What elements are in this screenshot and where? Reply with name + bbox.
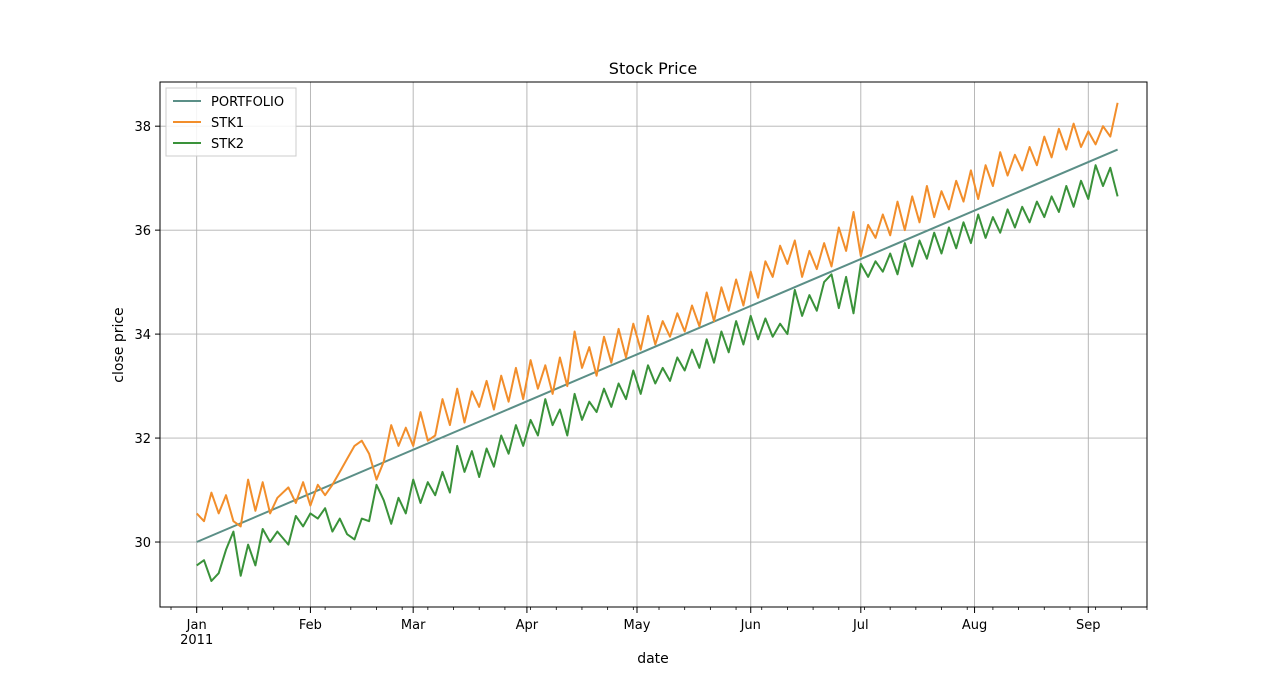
y-tick-label: 30 — [134, 536, 151, 551]
chart-title: Stock Price — [609, 59, 697, 78]
plot-frame — [159, 81, 1148, 608]
y-tick-label: 32 — [134, 432, 151, 447]
x-tick-label: May — [624, 618, 651, 633]
legend-label-stk2: STK2 — [211, 137, 244, 152]
series-lines — [195, 102, 1119, 582]
legend-label-stk1: STK1 — [211, 116, 244, 131]
x-tick-label: Aug — [962, 618, 987, 633]
y-axis-label: close price — [111, 307, 127, 382]
series-line-portfolio — [196, 148, 1118, 543]
x-tick-label: Jul — [852, 618, 869, 633]
series-line-stk1 — [195, 102, 1119, 528]
grid — [160, 82, 1147, 607]
x-tick-label: Sep — [1076, 618, 1101, 633]
x-tick-label: Feb — [299, 618, 322, 633]
y-tick-label: 34 — [134, 328, 151, 343]
x-tick-label: Jun — [740, 618, 761, 633]
x-tick-sublabel: 2011 — [180, 633, 213, 648]
y-tick-label: 38 — [134, 120, 151, 135]
x-tick-label: Mar — [401, 618, 426, 633]
series-line-stk2 — [196, 164, 1119, 582]
x-tick-label: Jan — [186, 618, 207, 633]
x-tick-label: Apr — [516, 618, 539, 633]
x-axis-label: date — [637, 651, 669, 667]
y-tick-label: 36 — [134, 224, 151, 239]
legend: PORTFOLIO STK1 STK2 — [165, 87, 297, 157]
legend-label-portfolio: PORTFOLIO — [211, 95, 284, 110]
